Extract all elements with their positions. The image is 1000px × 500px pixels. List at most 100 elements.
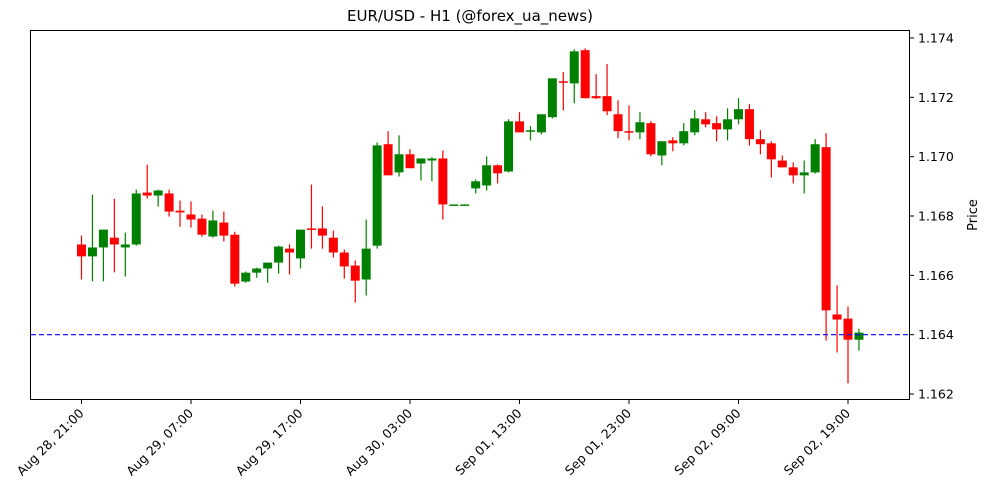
candle-body [854, 332, 864, 340]
candle-body [98, 229, 108, 248]
candle [624, 105, 634, 141]
candle-body [777, 160, 787, 168]
y-tick-label: 1.162 [918, 387, 954, 402]
candles-layer [77, 48, 864, 384]
candle [438, 150, 448, 220]
y-tick-label: 1.174 [918, 31, 954, 46]
candle [777, 155, 787, 168]
candle [482, 156, 492, 191]
candle-body [142, 192, 152, 196]
candle [799, 160, 809, 194]
x-axis: Aug 28, 21:00 Aug 29, 07:00 Aug 29, 17:00 A… [14, 399, 853, 479]
candle-body [274, 246, 284, 263]
candle [109, 198, 119, 273]
candle [131, 189, 141, 246]
candle-body [843, 318, 853, 340]
candle-body [536, 114, 546, 133]
candle [186, 201, 196, 228]
candle [339, 249, 349, 279]
candle-body [438, 158, 448, 205]
y-tick-label: 1.166 [918, 268, 954, 283]
candle [164, 189, 174, 217]
candle [77, 235, 86, 280]
candle [613, 100, 623, 139]
candle [87, 194, 97, 282]
candle-body [723, 119, 733, 130]
candle-body [701, 119, 711, 125]
candle [854, 328, 864, 351]
candle [241, 271, 251, 283]
candle [755, 130, 765, 155]
candle-body [690, 118, 700, 133]
candle [296, 229, 305, 269]
candle [679, 123, 689, 146]
x-tick-label: Aug 30, 03:00 [342, 405, 415, 478]
candle [525, 126, 535, 141]
candle [569, 49, 579, 104]
candle [788, 162, 798, 184]
candle-body [263, 262, 273, 269]
candle-body [131, 193, 141, 245]
candle-body [821, 147, 831, 311]
candle-body [679, 131, 689, 144]
candle-body [810, 144, 820, 173]
candle [460, 204, 470, 206]
y-axis-label: Price [966, 199, 981, 231]
candle [843, 306, 853, 384]
candle [493, 164, 503, 184]
candle-body [657, 141, 667, 156]
candle-body [383, 144, 393, 176]
candle-body [120, 244, 130, 248]
y-tick-label: 1.168 [918, 209, 954, 224]
candle-body [208, 220, 218, 237]
candle [350, 260, 360, 303]
candle [504, 119, 514, 173]
candle [810, 139, 820, 174]
candle-body [788, 167, 798, 176]
candle-body [416, 158, 426, 164]
candle-body [296, 229, 305, 259]
candle-body [394, 154, 404, 173]
plot-frame [30, 30, 910, 400]
candle [197, 214, 207, 237]
x-tick-label: Aug 29, 07:00 [123, 405, 196, 478]
candle [766, 141, 776, 178]
candle [591, 74, 601, 100]
candle [558, 72, 568, 111]
x-tick-label: Sep 01, 23:00 [562, 405, 634, 477]
candle-body [219, 222, 229, 236]
candle-body [230, 234, 240, 284]
candle [646, 121, 656, 157]
candle-body [372, 145, 382, 246]
candle-body [712, 123, 722, 130]
candle-body [504, 121, 514, 172]
candle [383, 131, 393, 176]
candle-body [317, 228, 327, 236]
candle-body [361, 248, 371, 280]
candle-body [766, 143, 776, 160]
candle [723, 108, 733, 141]
x-tick-label: Sep 01, 13:00 [452, 405, 524, 477]
candle-body [525, 130, 535, 132]
candle [832, 285, 842, 353]
candle-body [328, 237, 338, 253]
candle [153, 189, 163, 207]
candle [471, 179, 481, 194]
y-tick-label: 1.170 [918, 149, 954, 164]
candle [285, 244, 295, 275]
candle [263, 262, 273, 283]
candle [602, 64, 612, 116]
candle-body [350, 265, 360, 281]
candle [690, 110, 700, 136]
candle-body [405, 154, 415, 169]
candle [120, 232, 130, 277]
candle-body [449, 204, 459, 206]
candle-body [241, 272, 251, 282]
x-tick-label: Aug 28, 21:00 [14, 405, 87, 478]
candle [306, 184, 316, 249]
candle [328, 230, 338, 258]
candle-body [799, 172, 809, 176]
candle [821, 133, 831, 341]
candle [701, 112, 711, 128]
